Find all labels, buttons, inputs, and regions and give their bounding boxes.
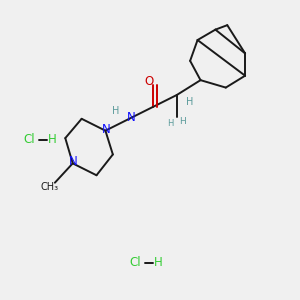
Text: O: O: [145, 75, 154, 88]
Text: Cl: Cl: [24, 133, 35, 146]
Text: H: H: [48, 133, 57, 146]
Text: H: H: [154, 256, 162, 269]
Text: Cl: Cl: [129, 256, 141, 269]
Text: N: N: [102, 123, 110, 136]
Text: H: H: [179, 117, 185, 126]
Text: H: H: [168, 119, 174, 128]
Text: H: H: [186, 98, 194, 107]
Text: N: N: [127, 111, 136, 124]
Text: H: H: [112, 106, 119, 116]
Text: CH₃: CH₃: [40, 182, 58, 192]
Text: N: N: [69, 155, 78, 168]
